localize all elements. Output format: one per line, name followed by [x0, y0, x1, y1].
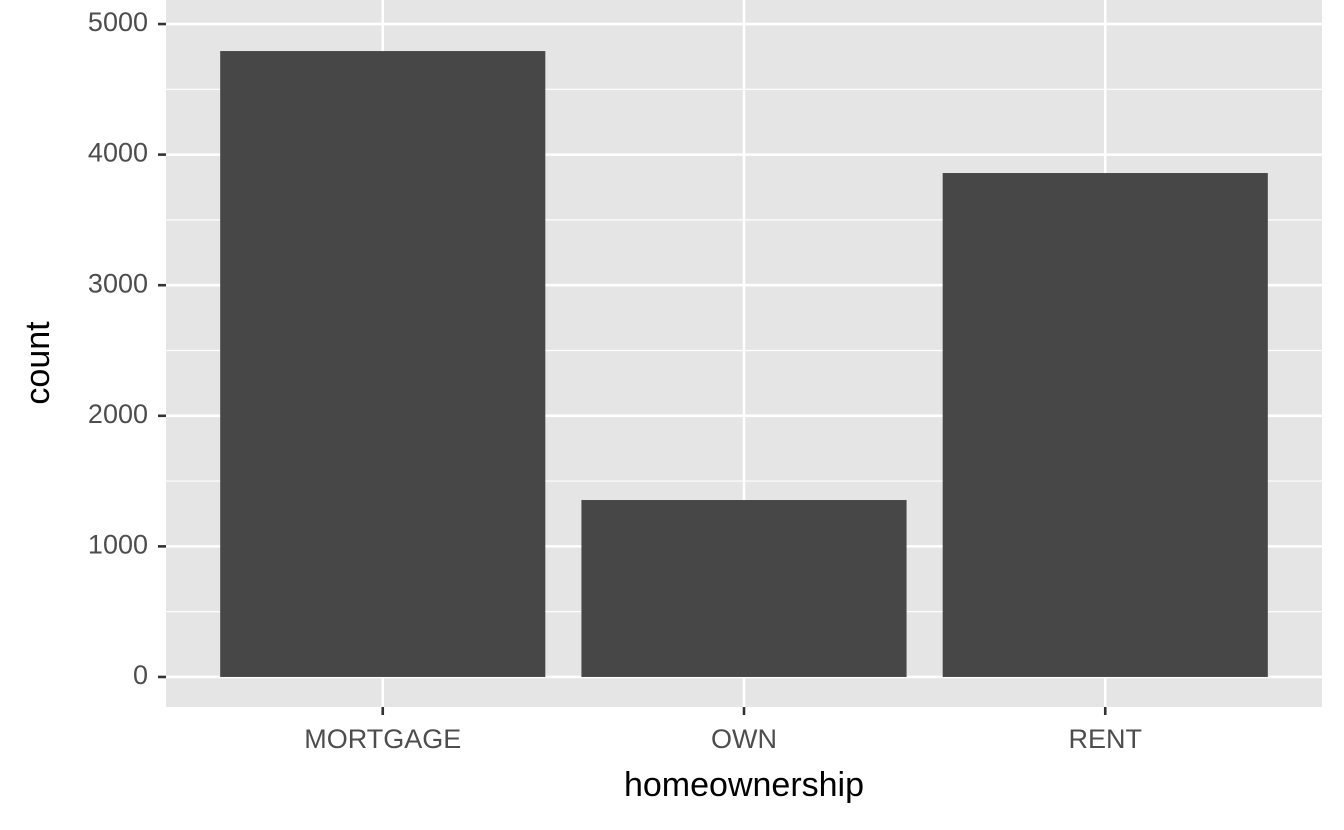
y-axis-title: count	[19, 321, 57, 405]
y-tick-label: 1000	[88, 530, 148, 560]
marks	[220, 51, 1268, 677]
x-tick-label: MORTGAGE	[304, 724, 461, 754]
x-tick-label: RENT	[1069, 724, 1143, 754]
bar	[581, 500, 907, 677]
y-tick-label: 0	[133, 660, 148, 690]
y-tick-label: 3000	[88, 268, 148, 298]
x-tick-label: OWN	[711, 724, 777, 754]
y-tick-label: 5000	[88, 7, 148, 37]
y-tick-label: 2000	[88, 399, 148, 429]
bar	[220, 51, 546, 677]
bar	[942, 173, 1268, 677]
y-tick-label: 4000	[88, 138, 148, 168]
x-axis-title: homeownership	[624, 766, 864, 804]
